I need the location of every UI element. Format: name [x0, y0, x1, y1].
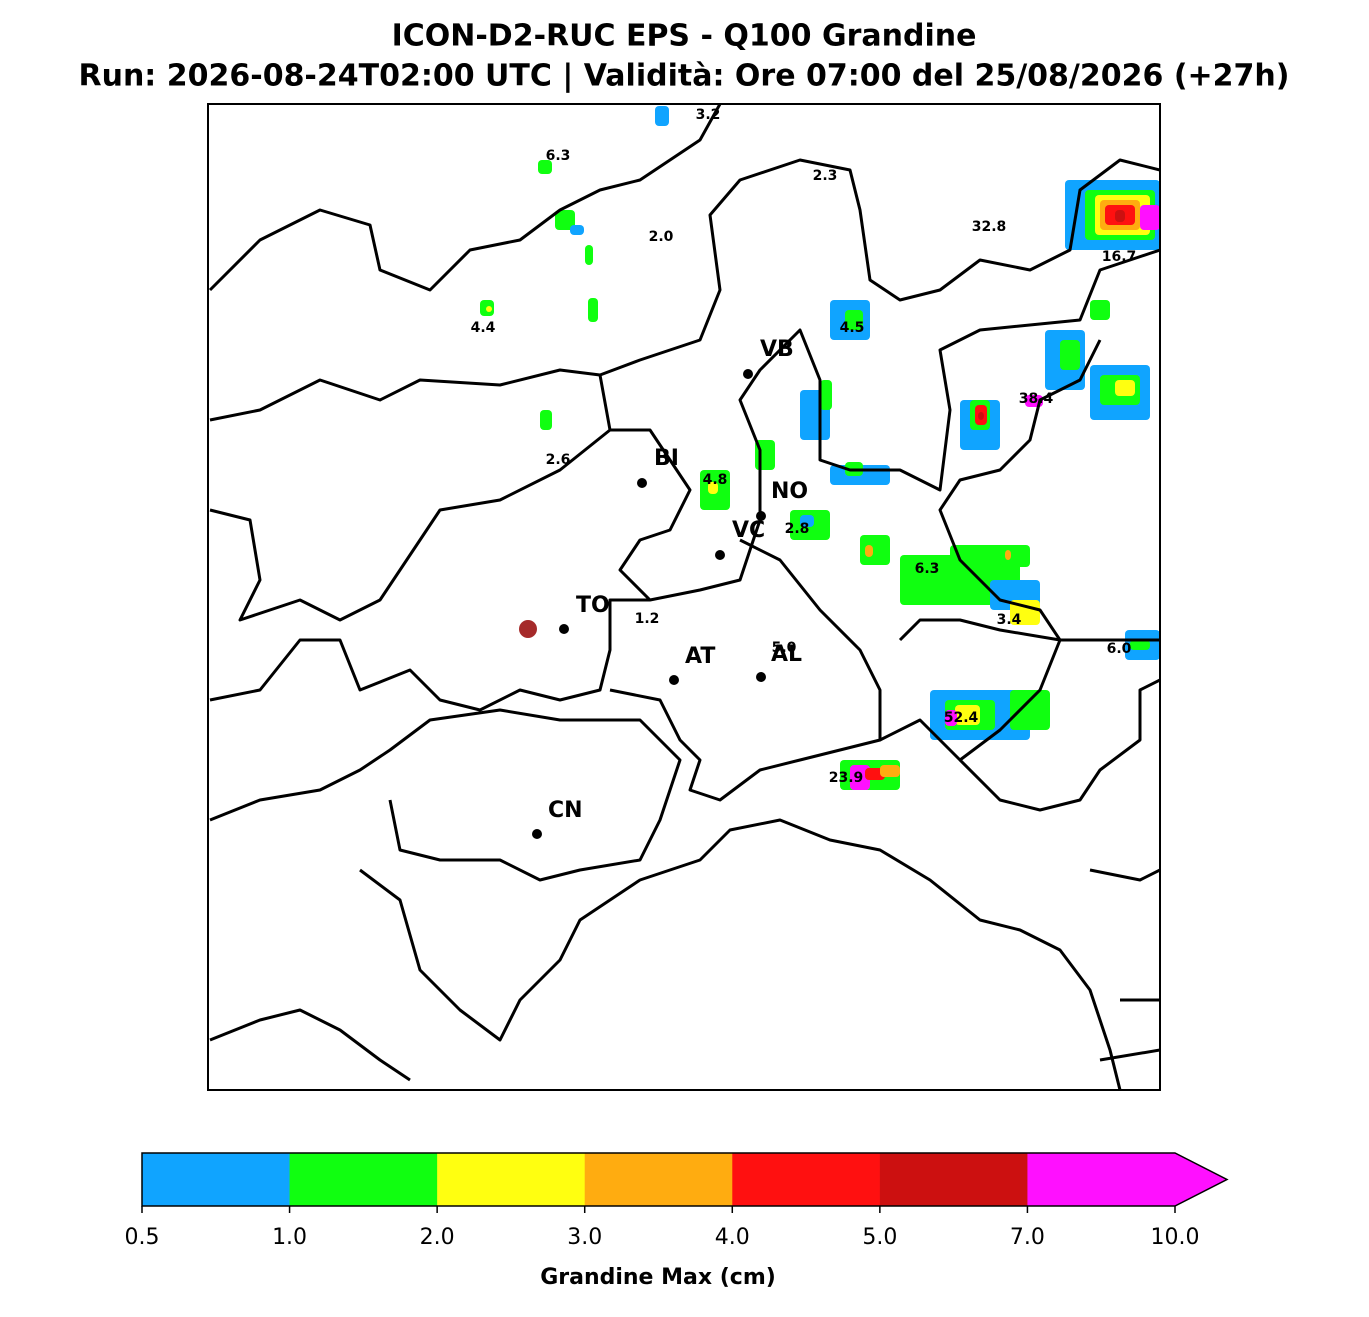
city-dot: [532, 829, 542, 839]
hail-cell: [1130, 640, 1150, 650]
city-dot: [559, 624, 569, 634]
hail-cell: [585, 245, 593, 265]
city-dot: [669, 675, 679, 685]
city-label: CN: [548, 798, 583, 823]
max-value-label: 2.0: [649, 229, 674, 245]
hail-cell: [1060, 340, 1080, 370]
hail-cell: [655, 106, 669, 126]
max-value-label: 6.3: [546, 148, 571, 164]
hail-cell: [860, 535, 890, 565]
colorbar-bin: [879, 1153, 1028, 1206]
hail-cell: [570, 225, 584, 235]
colorbar-tick-label: 1.0: [272, 1225, 307, 1250]
colorbar-bin: [1027, 1153, 1176, 1206]
city-dot: [756, 672, 766, 682]
max-value-label: 2.8: [785, 521, 810, 537]
city-label: VB: [760, 337, 794, 362]
max-value-label: 1.2: [635, 611, 660, 627]
hail-cell: [1000, 545, 1030, 567]
colorbar-tick-label: 0.5: [125, 1225, 160, 1250]
city-dot: [756, 511, 766, 521]
colorbar-bin: [584, 1153, 733, 1206]
colorbar-bin: [437, 1153, 586, 1206]
city-label: AL: [771, 642, 802, 667]
colorbar-tick-label: 2.0: [420, 1225, 455, 1250]
max-value-label: 16.7: [1102, 249, 1137, 265]
hail-cell: [1010, 690, 1050, 730]
max-value-label: 6.0: [1107, 641, 1132, 657]
hail-cell: [1140, 205, 1160, 230]
max-value-label: 4.4: [471, 320, 496, 336]
hail-cell: [845, 310, 863, 330]
hail-cell: [945, 710, 957, 726]
city-dot: [743, 369, 753, 379]
city-label: VC: [732, 518, 765, 543]
hail-cell: [486, 306, 492, 312]
hail-cell: [1115, 380, 1135, 396]
hail-cell: [850, 765, 870, 790]
hail-cell: [820, 380, 832, 410]
max-value-label: 38.4: [1019, 391, 1054, 407]
colorbar-bin: [289, 1153, 438, 1206]
hail-cell: [978, 412, 984, 420]
hail-cell: [880, 765, 900, 777]
max-value-label: 52.4: [944, 710, 979, 726]
max-value-label: 2.3: [813, 168, 838, 184]
map-frame: [207, 103, 1161, 1091]
max-value-label: 4.8: [703, 472, 728, 488]
reference-point: [519, 620, 537, 638]
city-label: BI: [654, 446, 679, 471]
colorbar: 0.5 1.0 2.0 3.0 4.0 5.0 7.0 10.0: [125, 1152, 1229, 1250]
hail-cell: [1010, 600, 1040, 625]
colorbar-tick-label: 4.0: [715, 1225, 750, 1250]
colorbar-bin: [732, 1153, 881, 1206]
boundaries: [208, 104, 1160, 1090]
city-label: NO: [771, 479, 808, 504]
hail-cell: [900, 555, 960, 605]
colorbar-tick-label: 3.0: [567, 1225, 602, 1250]
hail-cell: [865, 545, 873, 557]
colorbar-label: Grandine Max (cm): [540, 1265, 776, 1290]
subtitle: Run: 2026-08-24T02:00 UTC | Validità: Or…: [78, 59, 1289, 94]
max-value-label: 3.4: [997, 612, 1022, 628]
city-dot: [715, 550, 725, 560]
colorbar-tick-label: 10.0: [1151, 1225, 1200, 1250]
max-value-label: 3.2: [696, 107, 721, 123]
hail-cell: [1115, 210, 1125, 222]
city-dot: [637, 478, 647, 488]
hail-cell: [555, 210, 575, 230]
max-value-label: 4.5: [840, 320, 865, 336]
colorbar-outline: [141, 1152, 1229, 1207]
hail-cell: [588, 298, 598, 322]
colorbar-bin: [142, 1153, 291, 1206]
hail-cell: [1005, 550, 1011, 560]
hail-cell: [800, 515, 814, 527]
title: ICON-D2-RUC EPS - Q100 Grandine: [392, 19, 977, 54]
max-value-label: 5.0: [772, 640, 797, 656]
hail-cell: [540, 410, 552, 430]
colorbar-extend: [1175, 1153, 1227, 1206]
max-value-label: 32.8: [972, 219, 1007, 235]
city-label: TO: [576, 593, 610, 618]
city-label: AT: [685, 644, 715, 669]
hail-cell: [538, 160, 552, 174]
max-value-label: 6.3: [915, 561, 940, 577]
hail-cell: [708, 482, 718, 494]
colorbar-tick-label: 7.0: [1010, 1225, 1045, 1250]
hail-cell: [1090, 300, 1110, 320]
max-value-label: 2.6: [546, 452, 571, 468]
max-value-label: 23.9: [829, 770, 864, 786]
hail-cell: [955, 705, 980, 725]
colorbar-tick-label: 5.0: [862, 1225, 897, 1250]
